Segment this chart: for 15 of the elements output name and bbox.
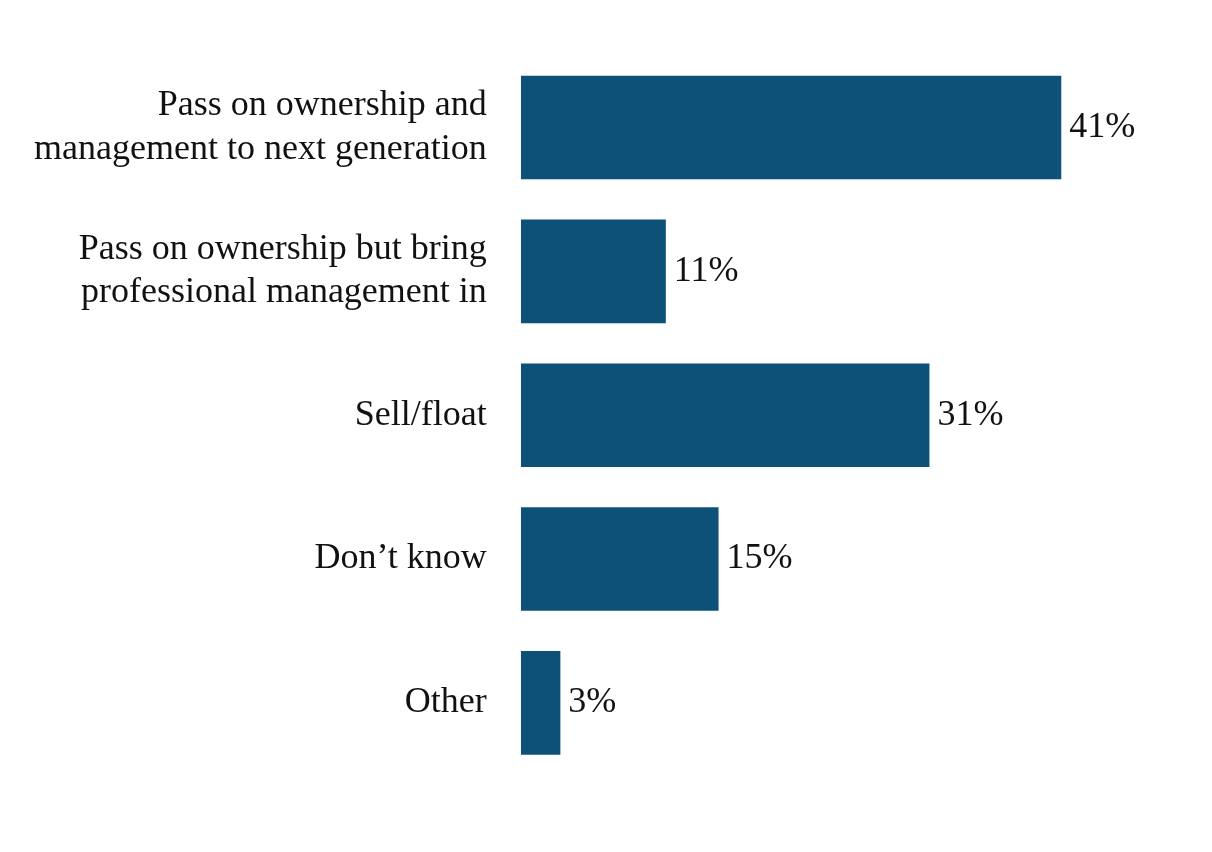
data-label: 41% — [1069, 104, 1136, 145]
y-tick-label: Pass on ownership and management to next generation — [33, 83, 487, 167]
bar — [520, 651, 561, 755]
data-label: 15% — [726, 536, 793, 577]
y-tick-label: Other — [404, 680, 487, 721]
bar — [520, 75, 1062, 180]
bar — [520, 507, 719, 611]
data-label: 31% — [937, 392, 1004, 433]
y-tick-label: Pass on ownership but bring professional management in — [78, 227, 487, 311]
data-label: 11% — [673, 248, 739, 289]
data-label: 3% — [568, 680, 617, 721]
bar — [520, 363, 930, 467]
bar — [520, 219, 666, 324]
y-tick-label: Don’t know — [314, 536, 487, 577]
y-tick-label: Sell/float — [354, 392, 487, 433]
